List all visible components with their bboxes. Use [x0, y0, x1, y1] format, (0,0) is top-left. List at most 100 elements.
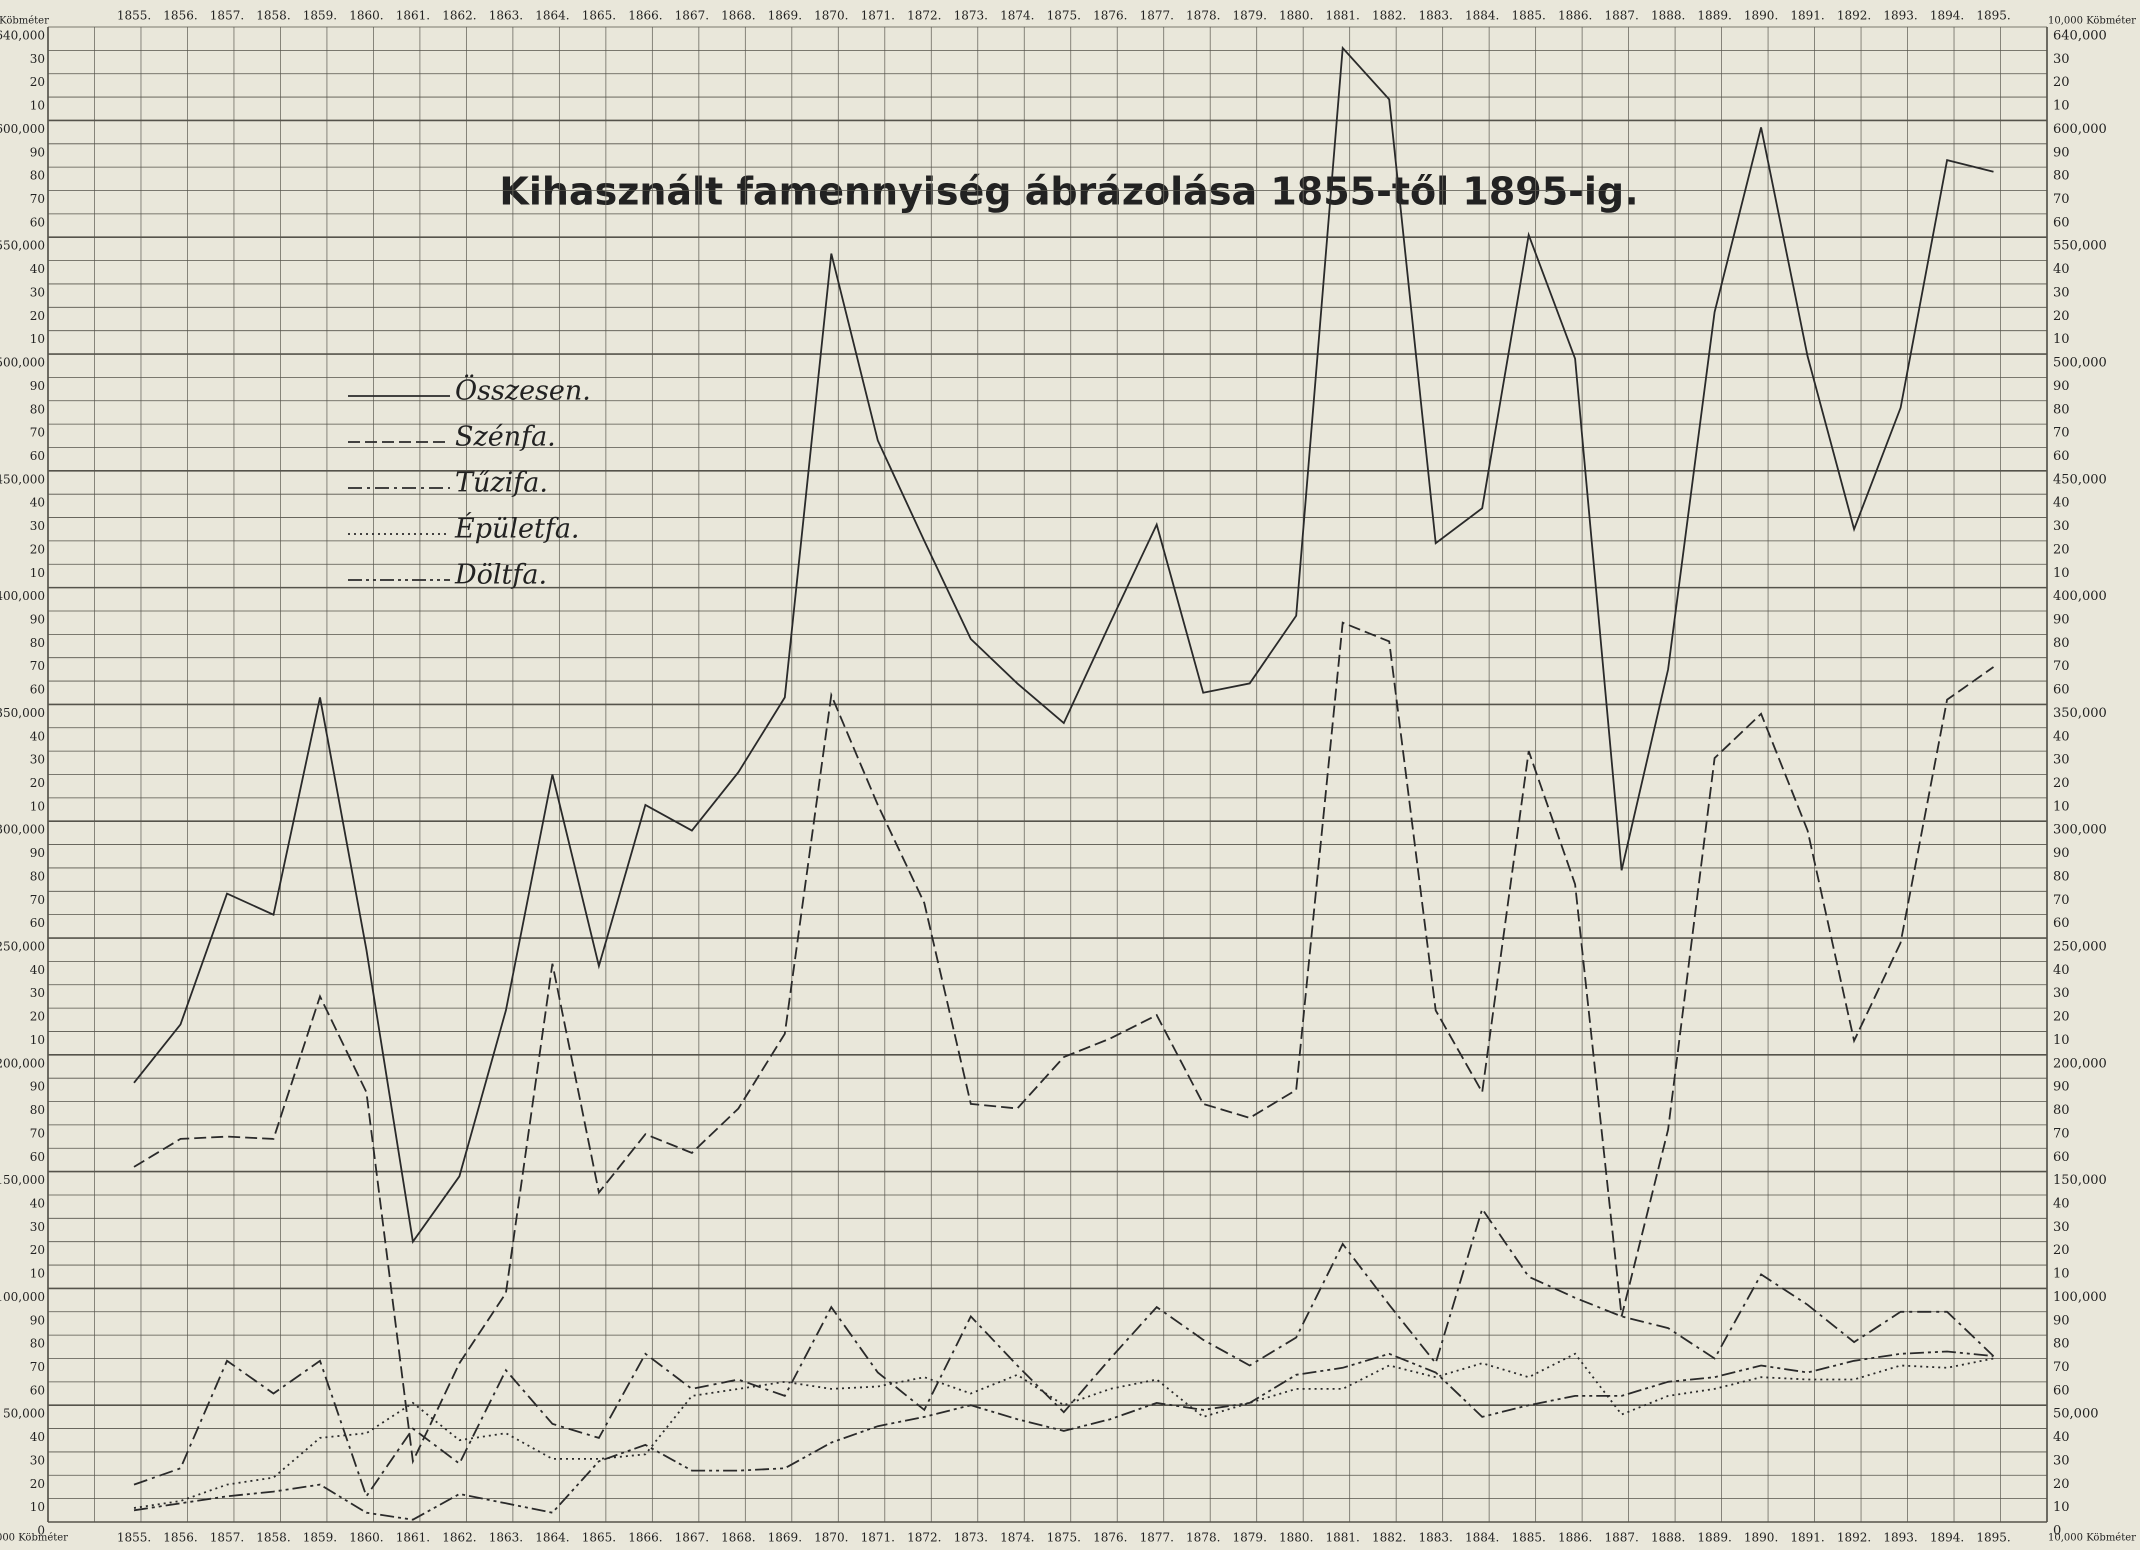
y-tick-label: 10	[30, 99, 45, 113]
x-tick-label: 1857.	[210, 9, 244, 23]
x-tick-label: 1883.	[1418, 1531, 1452, 1545]
y2-tick-label: 70	[2053, 893, 2070, 908]
y-tick-label: 20	[30, 542, 45, 556]
y-tick-label: 10	[30, 566, 45, 580]
x-tick-label: 1882.	[1372, 1531, 1406, 1545]
x-tick-label: 1858.	[256, 9, 290, 23]
y-tick-label: 20	[30, 75, 45, 89]
y-tick-label: 640,000	[0, 29, 45, 43]
y2-tick-label: 30	[2053, 285, 2070, 300]
y2-tick-label: 450,000	[2053, 472, 2107, 487]
x-tick-label: 1868.	[721, 1531, 755, 1545]
x-tick-label: 1877.	[1140, 1531, 1174, 1545]
y-tick-label: 250,000	[0, 940, 45, 954]
y2-tick-label: 60	[2053, 1383, 2070, 1398]
x-tick-label: 1881.	[1326, 1531, 1360, 1545]
y-tick-label: 450,000	[0, 472, 45, 486]
x-tick-label: 1874.	[1000, 9, 1034, 23]
y-tick-label: 70	[30, 1360, 45, 1374]
legend-label: Összesen.	[455, 373, 591, 407]
series-line	[133, 1350, 1994, 1521]
x-tick-label: 1872.	[907, 9, 941, 23]
x-tick-label: 1866.	[628, 1531, 662, 1545]
y2-tick-label: 30	[2053, 986, 2070, 1001]
x-tick-label: 1864.	[535, 1531, 569, 1545]
chart-title: Kihasznált famennyiség ábrázolása 1855-t…	[499, 170, 1638, 214]
y-tick-label: 70	[30, 1126, 45, 1140]
x-tick-label: 1858.	[256, 1531, 290, 1545]
y2-tick-label: 10	[2053, 799, 2070, 814]
y2-tick-label: 30	[2053, 1453, 2070, 1468]
y2-tick-label: 150,000	[2053, 1173, 2107, 1188]
x-tick-label: 1867.	[675, 1531, 709, 1545]
y2-tick-label: 80	[2053, 402, 2070, 417]
x-tick-label: 1888.	[1651, 9, 1685, 23]
y2-tick-label: 30	[2053, 52, 2070, 67]
x-tick-label: 1886.	[1558, 1531, 1592, 1545]
y-tick-label: 70	[30, 192, 45, 206]
x-tick-label: 1862.	[442, 1531, 476, 1545]
x-tick-label: 1885.	[1511, 9, 1545, 23]
y-tick-label: 30	[30, 1453, 45, 1467]
y2-tick-label: 640,000	[2053, 29, 2107, 44]
x-tick-label: 1895.	[1976, 1531, 2010, 1545]
y-tick-label: 80	[30, 869, 45, 883]
y2-tick-label: 70	[2053, 1360, 2070, 1375]
y-tick-label: 70	[30, 426, 45, 440]
x-tick-label: 1873.	[954, 1531, 988, 1545]
x-tick-label: 1863.	[489, 9, 523, 23]
x-tick-label: 1889.	[1697, 1531, 1731, 1545]
y2-tick-label: 70	[2053, 426, 2070, 441]
y-tick-label: 60	[30, 1383, 45, 1397]
x-tick-label: 1894.	[1930, 1531, 1964, 1545]
y-tick-label: 30	[30, 285, 45, 299]
y-tick-label: 10	[30, 1033, 45, 1047]
y-tick-label: 100,000	[0, 1290, 45, 1304]
y2-tick-label: 90	[2053, 1080, 2070, 1095]
x-tick-label: 1878.	[1186, 9, 1220, 23]
y-tick-label: 80	[30, 402, 45, 416]
x-tick-label: 1860.	[349, 9, 383, 23]
y-tick-label: 150,000	[0, 1173, 45, 1187]
x-tick-label: 1874.	[1000, 1531, 1034, 1545]
x-tick-label: 1876.	[1093, 1531, 1127, 1545]
y2-tick-label: 80	[2053, 869, 2070, 884]
x-tick-label: 1865.	[582, 9, 616, 23]
x-tick-label: 1865.	[582, 1531, 616, 1545]
y2-tick-label: 10	[2053, 1500, 2070, 1515]
x-tick-label: 1869.	[768, 9, 802, 23]
y2-tick-label: 70	[2053, 659, 2070, 674]
legend-label: Szénfa.	[455, 422, 556, 453]
y-tick-label: 10	[30, 1267, 45, 1281]
y-tick-label: 30	[30, 1220, 45, 1234]
y2-tick-label: 40	[2053, 496, 2070, 511]
y2-tick-label: 70	[2053, 1126, 2070, 1141]
x-tick-label: 1864.	[535, 9, 569, 23]
x-tick-label: 1881.	[1326, 9, 1360, 23]
y2-tick-label: 50,000	[2053, 1407, 2099, 1422]
x-tick-label: 1886.	[1558, 9, 1592, 23]
y2-tick-label: 60	[2053, 449, 2070, 464]
x-tick-label: 1866.	[628, 9, 662, 23]
y-tick-label: 40	[30, 729, 45, 743]
x-tick-label: 1885.	[1511, 1531, 1545, 1545]
x-tick-label: 1889.	[1697, 9, 1731, 23]
x-tick-label: 1859.	[303, 1531, 337, 1545]
y2-tick-label: 30	[2053, 519, 2070, 534]
y2-tick-label: 30	[2053, 753, 2070, 768]
y2-tick-label: 200,000	[2053, 1056, 2107, 1071]
x-tick-label: 1878.	[1186, 1531, 1220, 1545]
unit-label: Köbméter	[0, 16, 49, 27]
x-tick-label: 1860.	[349, 1531, 383, 1545]
x-tick-label: 1873.	[954, 9, 988, 23]
x-tick-label: 1892.	[1837, 9, 1871, 23]
y-tick-label: 550,000	[0, 239, 45, 253]
y-tick-label: 350,000	[0, 706, 45, 720]
y-tick-label: 20	[30, 1477, 45, 1491]
y-tick-label: 80	[30, 636, 45, 650]
y2-tick-label: 400,000	[2053, 589, 2107, 604]
y2-tick-label: 40	[2053, 1196, 2070, 1211]
y2-tick-label: 0	[2053, 1524, 2061, 1539]
